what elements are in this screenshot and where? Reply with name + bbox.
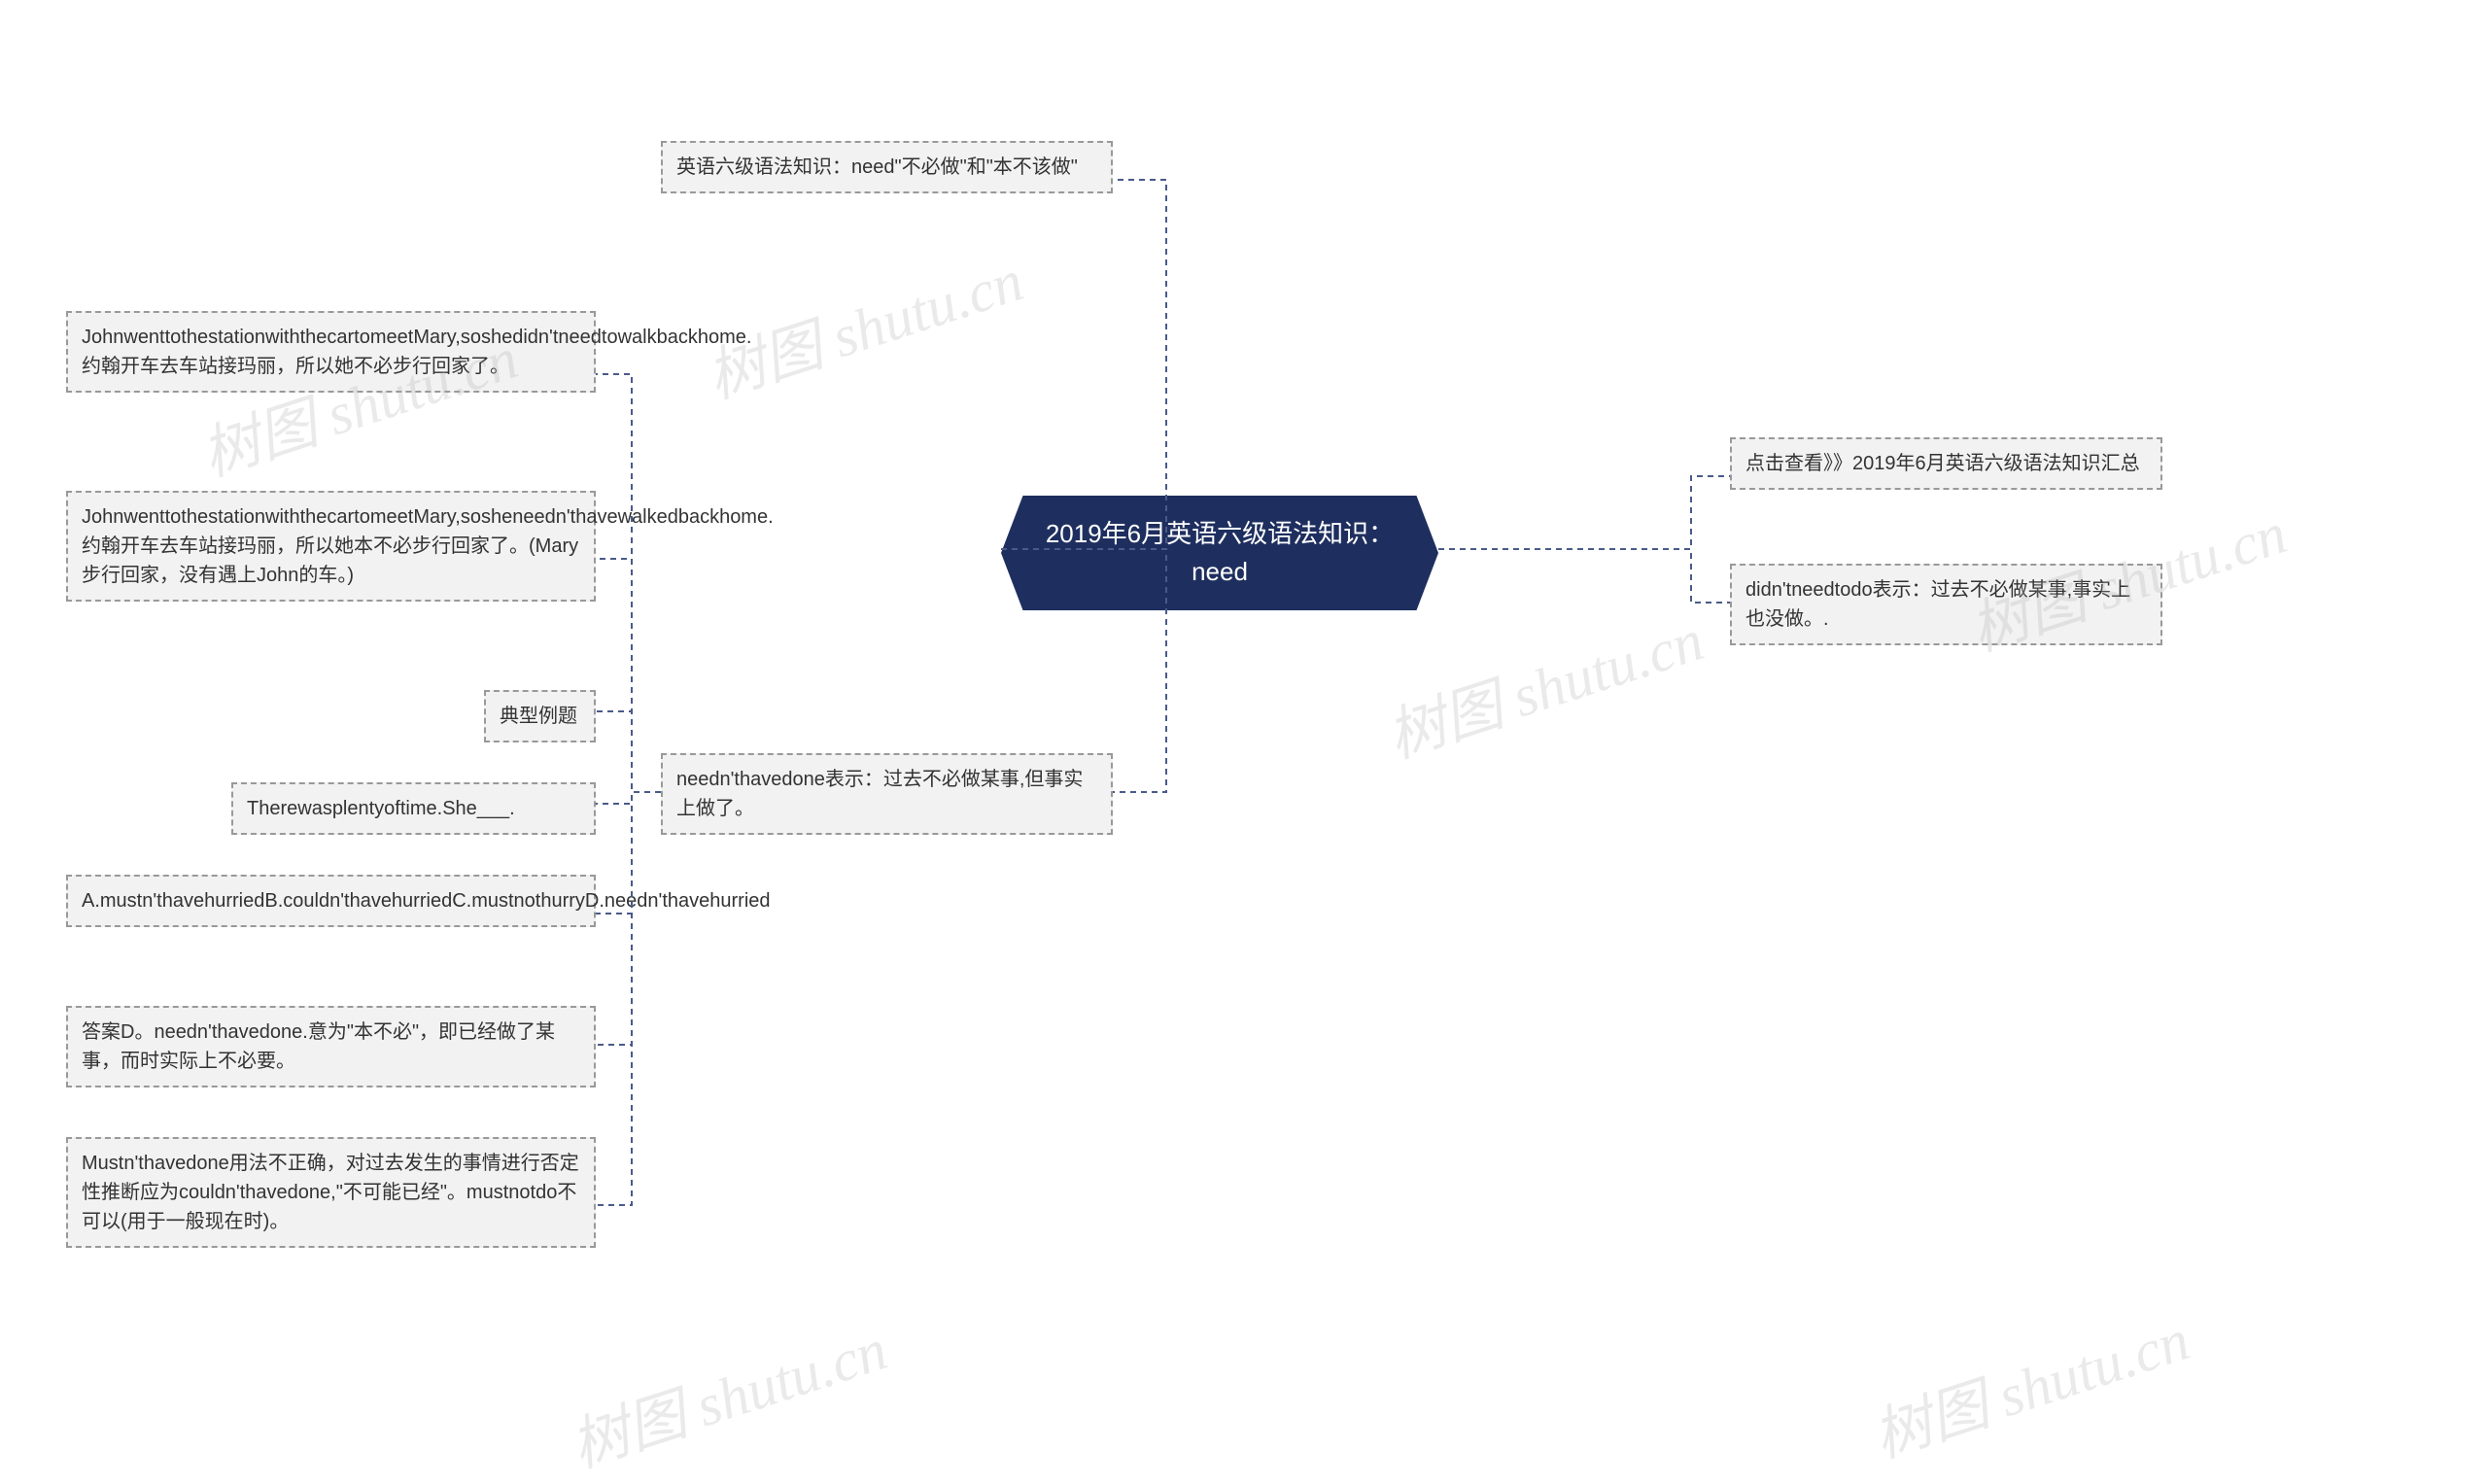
node-answer-explanation: 答案D。needn'thavedone.意为"本不必"，即已经做了某事，而时实际… — [66, 1006, 596, 1087]
node-topic-heading: 英语六级语法知识：need"不必做"和"本不该做" — [661, 141, 1113, 193]
node-neednt-have-done: needn'thavedone表示：过去不必做某事,但事实上做了。 — [661, 753, 1113, 835]
mindmap-root: 2019年6月英语六级语法知识：need — [1001, 496, 1438, 610]
node-example-john-2: JohnwenttothestationwiththecartomeetMary… — [66, 491, 596, 602]
node-summary-link: 点击查看》》2019年6月英语六级语法知识汇总 — [1730, 437, 2162, 490]
node-question-stem: Therewasplentyoftime.She___. — [231, 782, 596, 835]
node-example-john-1: JohnwenttothestationwiththecartomeetMary… — [66, 311, 596, 393]
node-example-heading: 典型例题 — [484, 690, 596, 742]
watermark: 树图 shutu.cn — [559, 1302, 896, 1484]
watermark: 树图 shutu.cn — [1861, 1293, 2198, 1474]
watermark: 树图 shutu.cn — [1375, 593, 1712, 775]
node-grammar-note: Mustn'thavedone用法不正确，对过去发生的事情进行否定性推断应为co… — [66, 1137, 596, 1248]
node-question-options: A.mustn'thavehurriedB.couldn'thavehurrie… — [66, 875, 596, 927]
node-didnt-need: didn'tneedtodo表示：过去不必做某事,事实上也没做。. — [1730, 564, 2162, 645]
watermark: 树图 shutu.cn — [695, 233, 1032, 415]
